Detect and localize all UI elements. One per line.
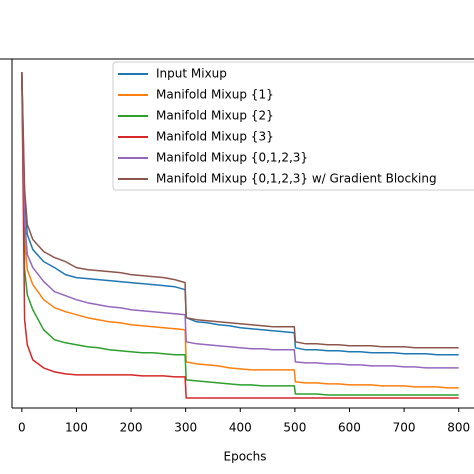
legend-label: Manifold Mixup {2} [156, 109, 274, 123]
x-tick-label: 800 [447, 421, 470, 435]
x-tick-label: 600 [338, 421, 361, 435]
x-tick-label: 100 [65, 421, 88, 435]
line-series [21, 71, 459, 399]
x-tick-label: 400 [229, 421, 252, 435]
line-series [21, 71, 459, 389]
x-tick-label: 200 [120, 421, 143, 435]
line-series [21, 71, 459, 349]
x-tick-label: 500 [283, 421, 306, 435]
legend-label: Manifold Mixup {0,1,2,3} [156, 151, 308, 165]
line-series [21, 71, 459, 356]
x-tick-label: 700 [393, 421, 416, 435]
legend: Input Mixup Manifold Mixup {1} Manifold Mi… [112, 61, 474, 191]
legend-box [112, 61, 474, 191]
line-series [21, 71, 459, 396]
x-axis-label: Epochs [224, 450, 267, 464]
legend-label: Manifold Mixup {3} [156, 130, 274, 144]
legend-label: Input Mixup [156, 67, 227, 81]
x-tick-label: 300 [174, 421, 197, 435]
legend-label: Manifold Mixup {1} [156, 88, 274, 102]
line-series [21, 71, 459, 369]
legend-label: Manifold Mixup {0,1,2,3} w/ Gradient Blo… [156, 172, 437, 186]
x-tick-label: 0 [18, 421, 26, 435]
